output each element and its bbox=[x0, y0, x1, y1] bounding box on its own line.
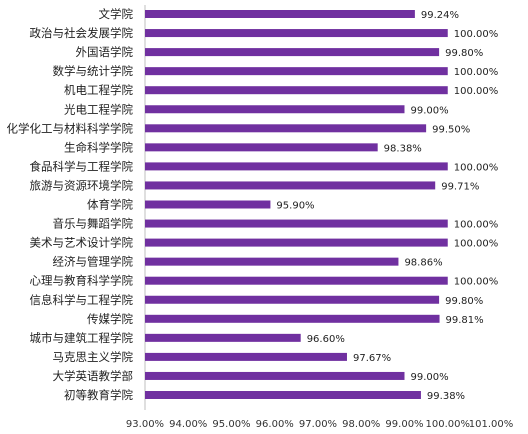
x-tick-label: 99.00% bbox=[385, 419, 423, 430]
bar bbox=[145, 333, 301, 342]
bars-group bbox=[145, 10, 448, 399]
x-tick-label: 98.00% bbox=[342, 419, 380, 430]
x-tick-label: 93.00% bbox=[126, 419, 164, 430]
category-label: 机电工程学院 bbox=[64, 83, 133, 97]
bar bbox=[145, 238, 448, 247]
category-label: 生命科学学院 bbox=[64, 140, 133, 154]
bar bbox=[145, 124, 427, 133]
category-label: 数学与统计学院 bbox=[53, 64, 134, 78]
bar bbox=[145, 391, 421, 399]
bar bbox=[145, 181, 436, 190]
category-label: 美术与艺术设计学院 bbox=[30, 236, 134, 250]
value-label: 99.81% bbox=[446, 315, 484, 326]
value-label: 99.80% bbox=[445, 296, 483, 307]
x-tick-label: 101.00% bbox=[469, 419, 514, 430]
bar bbox=[145, 29, 448, 38]
category-label: 光电工程学院 bbox=[64, 102, 133, 116]
value-label: 100.00% bbox=[454, 162, 499, 173]
bar bbox=[145, 67, 448, 76]
category-label: 旅游与资源环境学院 bbox=[30, 178, 134, 192]
bar bbox=[145, 105, 405, 114]
x-axis-tick-labels: 93.00% 94.00% 95.00% 96.00% 97.00% 98.00% 99.0… bbox=[126, 419, 513, 430]
category-label: 食品科学与工程学院 bbox=[30, 159, 134, 173]
value-label: 99.50% bbox=[432, 124, 470, 135]
category-labels: 文学院政治与社会发展学院外国语学院数学与统计学院机电工程学院光电工程学院化学化工… bbox=[7, 7, 134, 402]
value-label: 99.38% bbox=[427, 391, 465, 402]
bar bbox=[145, 276, 448, 285]
bar bbox=[145, 295, 440, 304]
value-label: 99.00% bbox=[411, 105, 449, 116]
value-label: 98.86% bbox=[404, 258, 442, 269]
value-label: 100.00% bbox=[454, 220, 499, 231]
bar bbox=[145, 200, 271, 209]
category-label: 传媒学院 bbox=[87, 312, 133, 326]
category-label: 政治与社会发展学院 bbox=[30, 26, 134, 40]
category-label: 心理与教育科学学院 bbox=[30, 274, 134, 288]
value-label: 99.24% bbox=[421, 10, 459, 21]
value-label: 99.80% bbox=[445, 48, 483, 59]
x-tick-label: 97.00% bbox=[299, 419, 337, 430]
value-label: 100.00% bbox=[454, 86, 499, 97]
bar bbox=[145, 162, 448, 171]
bar bbox=[145, 257, 399, 266]
value-label: 100.00% bbox=[454, 67, 499, 78]
bar bbox=[145, 143, 378, 152]
bar bbox=[145, 48, 440, 57]
x-tick-label: 100.00% bbox=[426, 419, 471, 430]
x-tick-label: 96.00% bbox=[256, 419, 294, 430]
value-label: 97.67% bbox=[353, 353, 391, 364]
bar bbox=[145, 86, 448, 95]
bar bbox=[145, 314, 440, 323]
category-label: 马克思主义学院 bbox=[53, 350, 134, 364]
category-label: 大学英语教学部 bbox=[53, 369, 134, 383]
value-labels: 99.24% 100.00% 99.80% 100.00% 100.00% 99.00% 9… bbox=[276, 10, 498, 402]
value-label: 98.38% bbox=[384, 143, 422, 154]
category-label: 城市与建筑工程学院 bbox=[30, 331, 134, 345]
value-label: 100.00% bbox=[454, 277, 499, 288]
category-label: 外国语学院 bbox=[76, 45, 134, 59]
value-label: 99.00% bbox=[411, 372, 449, 383]
category-label: 化学化工与材料科学学院 bbox=[7, 121, 134, 135]
bar bbox=[145, 371, 405, 380]
value-label: 100.00% bbox=[454, 239, 499, 250]
bar bbox=[145, 219, 448, 228]
bar bbox=[145, 10, 415, 18]
x-tick-label: 95.00% bbox=[212, 419, 250, 430]
value-label: 100.00% bbox=[454, 29, 499, 40]
category-label: 经济与管理学院 bbox=[53, 255, 134, 269]
value-label: 96.60% bbox=[307, 334, 345, 345]
bar bbox=[145, 352, 347, 361]
category-label: 初等教育学院 bbox=[64, 388, 133, 402]
category-label: 文学院 bbox=[99, 7, 134, 21]
value-label: 99.71% bbox=[441, 181, 479, 192]
category-label: 音乐与舞蹈学院 bbox=[53, 217, 134, 231]
value-label: 95.90% bbox=[276, 201, 314, 212]
category-label: 体育学院 bbox=[87, 198, 133, 212]
x-tick-label: 94.00% bbox=[169, 419, 207, 430]
category-label: 信息科学与工程学院 bbox=[30, 293, 134, 307]
